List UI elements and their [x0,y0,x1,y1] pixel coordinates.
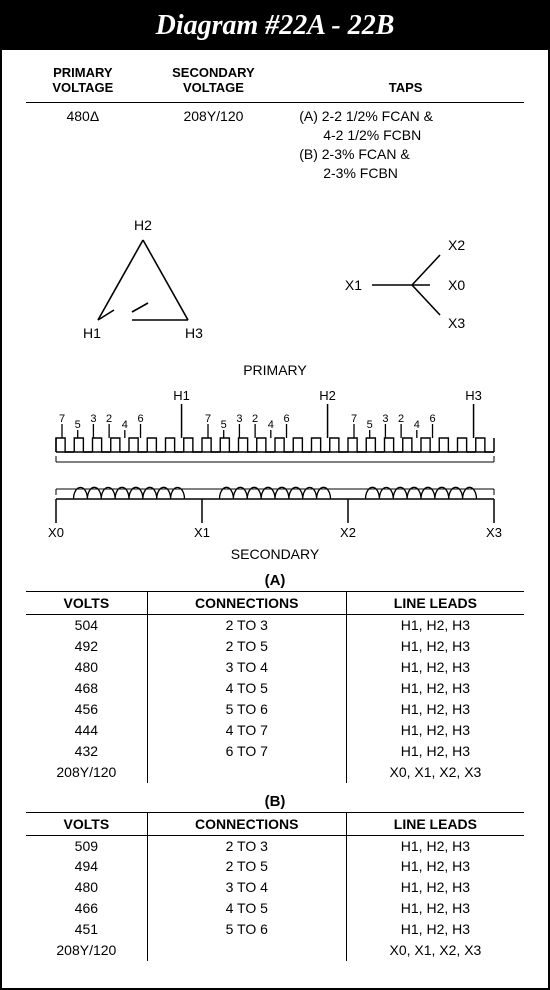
page: Diagram #22A - 22B PRIMARYVOLTAGE SECOND… [0,0,550,990]
table-row: 4565 TO 6H1, H2, H3 [26,699,524,720]
tap-col-header: LINE LEADS [346,812,524,835]
svg-text:6: 6 [137,413,143,425]
tap-col-header: CONNECTIONS [147,812,346,835]
svg-text:4: 4 [122,419,128,431]
spec-table: PRIMARYVOLTAGE SECONDARYVOLTAGE TAPS 480… [26,62,524,186]
table-row: 5042 TO 3H1, H2, H3 [26,615,524,636]
spec-col-taps: TAPS [287,62,524,102]
svg-text:6: 6 [283,413,289,425]
wye-x3: X3 [448,315,465,331]
table-b: VOLTSCONNECTIONSLINE LEADS5092 TO 3H1, H… [26,812,524,961]
svg-text:2: 2 [252,413,258,425]
svg-text:X2: X2 [340,525,356,540]
svg-text:6: 6 [429,413,435,425]
spec-col-primary: PRIMARYVOLTAGE [26,62,140,102]
wye-x2: X2 [448,237,465,253]
svg-text:5: 5 [367,419,373,431]
svg-text:7: 7 [59,413,65,425]
svg-text:H3: H3 [465,388,482,403]
svg-text:3: 3 [90,413,96,425]
table-row: 208Y/120X0, X1, X2, X3 [26,762,524,783]
svg-text:X1: X1 [194,525,210,540]
tap-col-header: CONNECTIONS [147,592,346,615]
delta-diagram: H2 H1 H3 [58,200,248,360]
delta-h3: H3 [185,325,203,341]
svg-text:4: 4 [268,419,274,431]
spec-primary: 480Δ [26,102,140,186]
wye-x1: X1 [345,277,362,293]
table-b-title: (B) [26,793,524,810]
tap-col-header: VOLTS [26,812,147,835]
spec-taps: (A) 2-2 1/2% FCAN & 4-2 1/2% FCBN (B) 2-… [287,102,524,186]
svg-text:2: 2 [106,413,112,425]
svg-text:3: 3 [382,413,388,425]
winding-schematic: 753246H1753246H2753246H3X0X1X2X3 [26,384,524,544]
table-row: 4803 TO 4H1, H2, H3 [26,657,524,678]
table-row: 5092 TO 3H1, H2, H3 [26,835,524,856]
svg-text:7: 7 [351,413,357,425]
tap-col-header: LINE LEADS [346,592,524,615]
connection-diagrams: H2 H1 H3 X1 X0 X2 X3 [26,200,524,360]
delta-h1: H1 [83,325,101,341]
table-row: 4684 TO 5H1, H2, H3 [26,678,524,699]
table-row: 208Y/120X0, X1, X2, X3 [26,940,524,961]
secondary-label: SECONDARY [26,546,524,562]
table-row: 4922 TO 5H1, H2, H3 [26,636,524,657]
svg-text:X3: X3 [486,525,502,540]
svg-text:7: 7 [205,413,211,425]
svg-text:3: 3 [236,413,242,425]
svg-text:2: 2 [398,413,404,425]
svg-text:5: 5 [221,419,227,431]
content: PRIMARYVOLTAGE SECONDARYVOLTAGE TAPS 480… [2,50,548,973]
wye-diagram: X1 X0 X2 X3 [312,200,492,360]
wye-x0: X0 [448,277,465,293]
svg-text:H1: H1 [173,388,190,403]
svg-text:X0: X0 [48,525,64,540]
table-row: 4803 TO 4H1, H2, H3 [26,877,524,898]
delta-h2: H2 [134,217,152,233]
svg-text:H2: H2 [319,388,336,403]
table-row: 4444 TO 7H1, H2, H3 [26,720,524,741]
table-row: 4942 TO 5H1, H2, H3 [26,856,524,877]
tap-col-header: VOLTS [26,592,147,615]
svg-text:5: 5 [75,419,81,431]
table-row: 4326 TO 7H1, H2, H3 [26,741,524,762]
spec-secondary: 208Y/120 [140,102,288,186]
spec-col-secondary: SECONDARYVOLTAGE [140,62,288,102]
primary-label: PRIMARY [26,362,524,378]
table-a-title: (A) [26,572,524,589]
table-row: 4664 TO 5H1, H2, H3 [26,898,524,919]
table-a: VOLTSCONNECTIONSLINE LEADS5042 TO 3H1, H… [26,591,524,782]
table-row: 4515 TO 6H1, H2, H3 [26,919,524,940]
svg-text:4: 4 [414,419,420,431]
diagram-title: Diagram #22A - 22B [2,2,548,50]
